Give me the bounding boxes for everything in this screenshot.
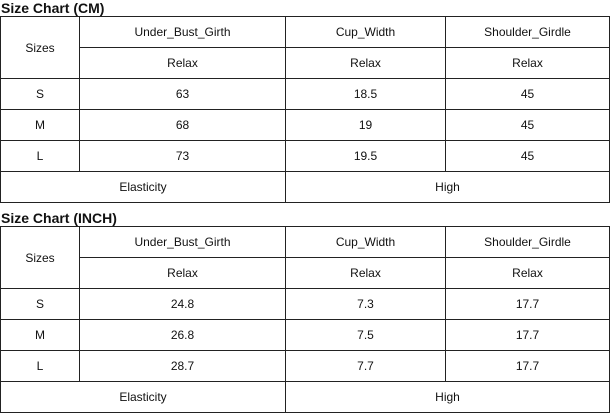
elasticity-row: Elasticity High — [0, 381, 610, 413]
value-cell: 73 — [79, 140, 286, 172]
table-row: L 28.7 7.7 17.7 — [0, 350, 610, 382]
column-header: Shoulder_Girdle — [445, 16, 610, 48]
value-cell: 45 — [445, 109, 610, 141]
column-subheader: Relax — [79, 257, 286, 289]
column-subheader: Relax — [285, 257, 446, 289]
elasticity-label: Elasticity — [0, 171, 286, 203]
table-row: S 63 18.5 45 — [0, 78, 610, 110]
value-cell: 19.5 — [285, 140, 446, 172]
value-cell: 26.8 — [79, 319, 286, 351]
table-row: M 68 19 45 — [0, 109, 610, 141]
value-cell: 45 — [445, 78, 610, 110]
column-header: Cup_Width — [285, 226, 446, 258]
value-cell: 7.7 — [285, 350, 446, 382]
size-chart-table: Sizes Under_Bust_Girth Cup_Width Shoulder_G… — [0, 16, 610, 203]
column-header: Under_Bust_Girth — [79, 16, 286, 48]
column-header: Cup_Width — [285, 16, 446, 48]
column-subheader: Relax — [445, 257, 610, 289]
size-cell: S — [0, 78, 80, 110]
sizes-header: Sizes — [0, 226, 80, 289]
elasticity-label: Elasticity — [0, 381, 286, 413]
table-row: S 24.8 7.3 17.7 — [0, 288, 610, 320]
value-cell: 68 — [79, 109, 286, 141]
value-cell: 18.5 — [285, 78, 446, 110]
size-chart-table: Sizes Under_Bust_Girth Cup_Width Shoulder_G… — [0, 226, 610, 413]
value-cell: 63 — [79, 78, 286, 110]
subheader-row: Relax Relax Relax — [1, 257, 610, 289]
value-cell: 17.7 — [445, 288, 610, 320]
value-cell: 45 — [445, 140, 610, 172]
column-subheader: Relax — [285, 47, 446, 79]
column-subheader: Relax — [79, 47, 286, 79]
size-chart-title: Size Chart (INCH) — [1, 210, 117, 226]
subheader-row: Relax Relax Relax — [1, 47, 610, 79]
column-header: Under_Bust_Girth — [79, 226, 286, 258]
size-chart-title: Size Chart (CM) — [1, 0, 105, 16]
value-cell: 28.7 — [79, 350, 286, 382]
value-cell: 7.5 — [285, 319, 446, 351]
value-cell: 19 — [285, 109, 446, 141]
size-cell: L — [0, 140, 80, 172]
value-cell: 7.3 — [285, 288, 446, 320]
value-cell: 17.7 — [445, 319, 610, 351]
size-cell: M — [0, 319, 80, 351]
size-cell: M — [0, 109, 80, 141]
column-header: Shoulder_Girdle — [445, 226, 610, 258]
elasticity-row: Elasticity High — [0, 171, 610, 203]
size-cell: L — [0, 350, 80, 382]
sizes-header: Sizes — [0, 16, 80, 79]
column-subheader: Relax — [445, 47, 610, 79]
header-row: Sizes Under_Bust_Girth Cup_Width Shoulder_G… — [0, 226, 610, 289]
size-cell: S — [0, 288, 80, 320]
elasticity-value: High — [285, 381, 610, 413]
value-cell: 24.8 — [79, 288, 286, 320]
elasticity-value: High — [285, 171, 610, 203]
table-row: L 73 19.5 45 — [0, 140, 610, 172]
table-row: M 26.8 7.5 17.7 — [0, 319, 610, 351]
value-cell: 17.7 — [445, 350, 610, 382]
header-row: Sizes Under_Bust_Girth Cup_Width Shoulder_G… — [0, 16, 610, 79]
